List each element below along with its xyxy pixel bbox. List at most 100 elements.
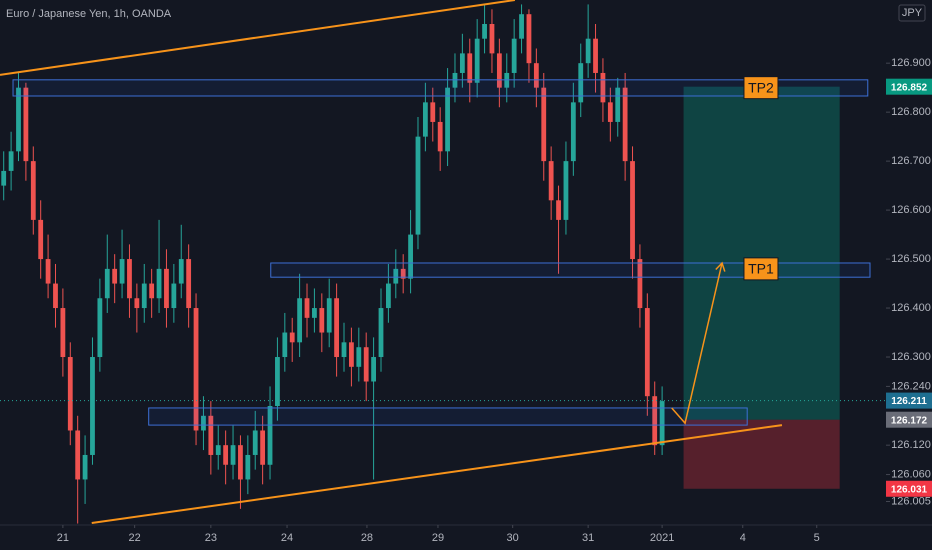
zone (148, 407, 748, 426)
candle-body (385, 283, 391, 309)
y-tick-label: 126.900 (891, 57, 931, 69)
candle-body (659, 401, 665, 446)
candle-body (526, 14, 532, 64)
candle-body (356, 347, 362, 367)
candle-body (67, 357, 73, 431)
x-tick-label: 4 (740, 532, 746, 544)
candle-body (371, 357, 376, 382)
candle-body (408, 234, 413, 279)
candle-body (230, 445, 236, 465)
candle-body (563, 161, 569, 220)
candle-body (459, 53, 465, 73)
target-label-box (743, 76, 779, 100)
candle-body (570, 102, 576, 162)
x-tick-label: 29 (432, 532, 444, 544)
candle-body (393, 268, 399, 284)
candle-body (363, 347, 369, 382)
candle-body (208, 415, 214, 455)
candle-body (400, 268, 406, 279)
candle-body (437, 121, 443, 152)
price-label: 126.172 (891, 415, 928, 426)
y-tick-label: 126.600 (891, 204, 931, 216)
currency-box[interactable] (898, 4, 926, 22)
candle-body (112, 268, 118, 284)
candle-body (223, 445, 229, 465)
candle-body (319, 308, 325, 333)
candle-body (1, 170, 7, 186)
arrow-head (715, 261, 726, 272)
projection-path (671, 262, 723, 425)
candle-body (445, 87, 450, 152)
candle-body (578, 63, 584, 103)
candle-body (541, 87, 547, 162)
stop-area (683, 419, 840, 489)
candle-body (260, 430, 266, 465)
candle-body (378, 308, 384, 358)
candle-body (16, 87, 21, 152)
candle-body (171, 283, 177, 309)
candle-body (489, 23, 495, 54)
y-tick-label: 126.500 (891, 253, 931, 265)
candle-body (156, 268, 162, 299)
candle-body (141, 283, 147, 309)
y-tick-label: 126.400 (891, 302, 931, 314)
candle-body (422, 102, 428, 137)
price-label: 126.031 (891, 484, 928, 495)
candle-body (193, 308, 199, 431)
candle-body (519, 14, 524, 39)
candle-body (600, 72, 606, 103)
candle-body (652, 396, 658, 446)
candle-body (23, 87, 29, 162)
candle-body (615, 87, 621, 122)
candle-body (304, 298, 310, 318)
y-tick-label: 126.240 (891, 380, 931, 392)
candle-body (326, 298, 332, 333)
price-label-box (886, 78, 932, 95)
candle-body (467, 53, 473, 83)
candle-body (275, 357, 280, 406)
price-label: 126.211 (891, 396, 927, 407)
candle-body (8, 151, 14, 171)
candle-body (511, 38, 517, 73)
x-tick-label: 31 (582, 532, 594, 544)
candle-body (60, 308, 66, 358)
candle-body (312, 308, 317, 318)
y-tick-label: 126.300 (891, 351, 931, 363)
candle-body (282, 332, 288, 358)
candle-body (607, 102, 613, 122)
candle-body (90, 357, 95, 455)
price-label: 126.852 (891, 82, 928, 93)
candle-body (215, 445, 221, 455)
candle-body (341, 342, 347, 358)
candle-body (593, 38, 598, 73)
target-label: TP1 (748, 261, 774, 277)
candle-body (245, 454, 251, 480)
x-tick-label: 28 (361, 532, 373, 544)
candle-body (496, 53, 502, 88)
candle-body (238, 445, 243, 480)
y-tick-label: 126.005 (891, 495, 931, 507)
candle-body (119, 259, 125, 284)
candle-body (45, 259, 51, 284)
y-tick-label: 126.120 (891, 439, 931, 451)
candle-body (164, 268, 169, 309)
candle-body (267, 405, 273, 465)
target-area (683, 86, 840, 420)
candle-body (38, 219, 44, 260)
candle-body (334, 298, 340, 358)
candle-body (415, 136, 421, 235)
x-tick-label: 22 (129, 532, 141, 544)
candle-body (252, 430, 258, 455)
y-tick-label: 126.700 (891, 155, 931, 167)
candle-body (482, 23, 487, 39)
candle-body (644, 308, 650, 397)
price-label-box (886, 411, 932, 428)
y-tick-label: 126.800 (891, 106, 931, 118)
trendline (91, 424, 783, 525)
candle-body (622, 87, 628, 162)
candle-body (289, 332, 295, 343)
x-tick-label: 5 (814, 532, 820, 544)
candle-body (585, 38, 591, 64)
